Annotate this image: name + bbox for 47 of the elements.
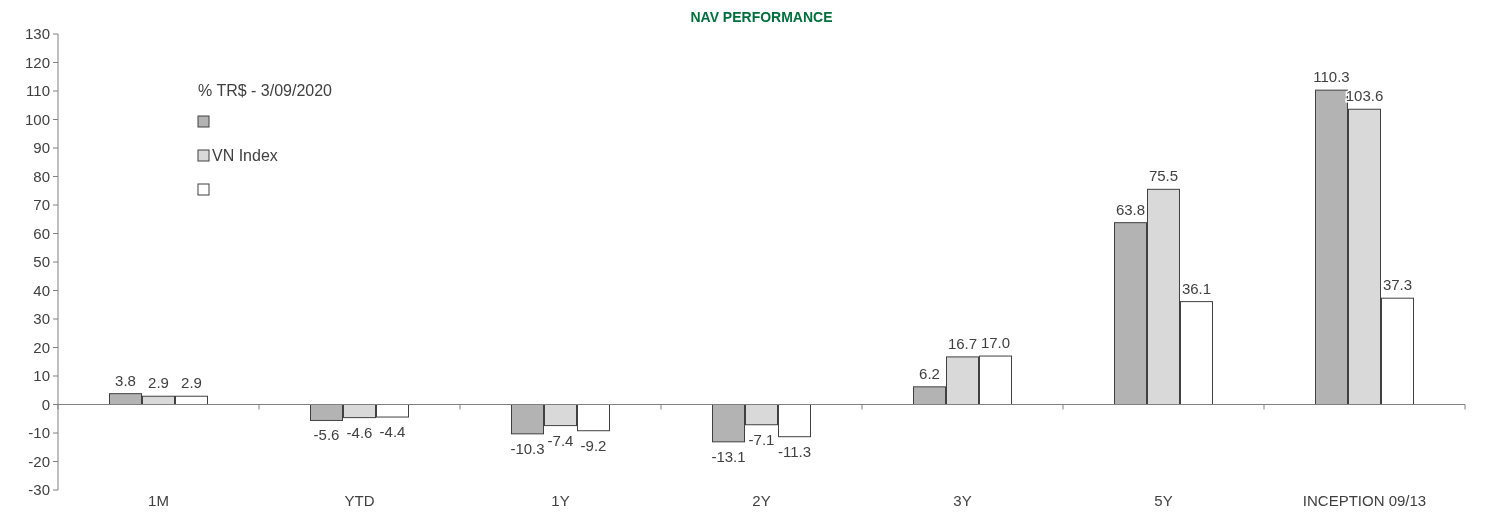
y-tick-label: 100 (24, 110, 50, 128)
y-tick-label: -20 (28, 452, 50, 470)
x-tick-label: YTD (344, 492, 375, 509)
x-tick-label: 1Y (551, 492, 570, 509)
data-label: -4.4 (379, 423, 406, 441)
y-tick-label: 90 (33, 139, 50, 157)
data-label: 3.8 (115, 371, 136, 389)
data-label: 16.7 (947, 334, 978, 352)
y-tick-label: 0 (41, 395, 50, 413)
data-label: 75.5 (1148, 167, 1179, 185)
data-label: 63.8 (1115, 200, 1146, 218)
data-label: -7.4 (547, 431, 574, 449)
y-tick-label: 110 (26, 82, 50, 100)
data-label: 110.3 (1313, 68, 1350, 86)
legend-title: % TR$ - 3/09/2020 (198, 82, 333, 99)
chart-title: NAV PERFORMANCE (690, 9, 833, 25)
y-tick-label: 130 (24, 25, 50, 43)
data-label: -7.1 (748, 430, 775, 448)
y-tick-label: -30 (28, 481, 50, 499)
x-tick-label: 2Y (752, 492, 771, 509)
data-label: 37.3 (1382, 276, 1413, 294)
y-tick-label: 20 (33, 338, 50, 356)
y-tick-label: 70 (33, 196, 50, 214)
legend-label: VN Index (212, 147, 278, 164)
data-label: -9.2 (580, 436, 607, 454)
y-tick-label: -10 (28, 424, 50, 442)
x-tick-label: 5Y (1154, 492, 1173, 509)
x-tick-label: 1M (148, 492, 169, 509)
x-tick-label: 3Y (953, 492, 972, 509)
y-tick-label: 120 (24, 53, 50, 71)
data-label: 2.9 (181, 374, 202, 392)
data-label: -4.6 (346, 423, 373, 441)
y-tick-label: 60 (33, 224, 50, 242)
data-label: 17.0 (980, 334, 1011, 352)
x-tick-label: INCEPTION 09/13 (1302, 492, 1427, 509)
data-label: -10.3 (510, 439, 545, 457)
data-label: 2.9 (148, 374, 169, 392)
data-label: -5.6 (313, 426, 340, 444)
y-tick-label: 80 (33, 167, 50, 185)
data-label: 36.1 (1181, 279, 1212, 297)
y-tick-label: 50 (33, 253, 50, 271)
y-tick-label: 40 (33, 281, 50, 299)
data-label: 6.2 (919, 364, 940, 382)
data-label: -11.3 (777, 442, 812, 460)
y-tick-label: 10 (33, 367, 50, 385)
data-label: -13.1 (711, 447, 746, 465)
y-tick-label: 30 (33, 310, 50, 328)
